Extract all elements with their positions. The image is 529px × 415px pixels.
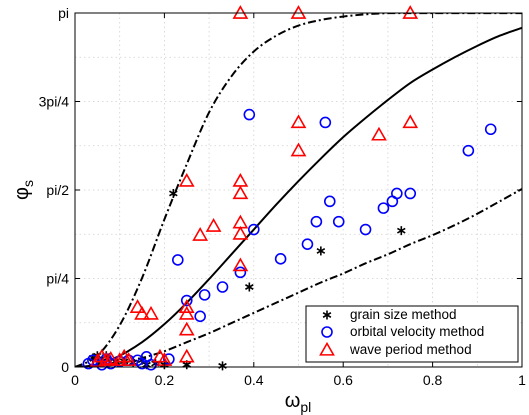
point-orbital-velocity-method [243,108,256,121]
point-orbital-velocity-method [248,223,260,236]
axis-ticks: 0 0.2 0.4 0.6 0.8 1 0 pi/4 pi/2 3pi/4 pi [39,5,526,388]
legend-markers [319,310,335,356]
point-wave-period-method [98,352,115,366]
point-wave-period-method [178,321,195,336]
legend: grain size method orbital velocity metho… [305,305,519,363]
x-tick-label: 0.4 [244,372,264,388]
point-orbital-velocity-method [377,202,390,214]
x-tick-label: 0.6 [333,372,353,388]
point-orbital-velocity-method [323,195,336,208]
point-wave-period-method [232,214,249,229]
x-tick-label: 0.8 [423,372,443,388]
point-wave-period-method [129,299,146,313]
point-orbital-velocity-method [234,266,247,279]
point-orbital-velocity-method [145,358,157,371]
point-grain-size-method [245,282,254,292]
y-tick-label: pi [58,5,69,21]
point-orbital-velocity-method [359,223,372,236]
reference-curves [75,13,522,367]
point-wave-period-method [402,5,419,19]
legend-label-grain-size: grain size method [350,307,457,322]
solid-curve [75,26,522,367]
point-orbital-velocity-method [274,253,287,265]
upper-dashdot-curve [75,13,522,367]
point-orbital-velocity-method [319,116,332,129]
x-tick-label: 0 [71,372,79,388]
x-tick-label: 1 [518,372,526,388]
point-orbital-velocity-method [462,144,475,157]
point-wave-period-method [120,352,137,366]
point-orbital-velocity-method [163,353,175,365]
point-wave-period-method [232,172,249,187]
point-wave-period-method [290,142,307,157]
point-grain-size-method-stroke [182,361,192,368]
lower-dashdot-curve [75,188,522,367]
point-wave-period-method [290,114,307,129]
y-tick-label: pi/2 [46,182,69,198]
point-orbital-velocity-method [216,281,229,293]
point-grain-size-method-stroke [245,284,254,290]
legend-marker-orbital-velocity-method [321,326,333,338]
point-orbital-velocity-method [301,238,314,250]
point-orbital-velocity-method [87,354,99,367]
point-orbital-velocity-method [194,310,206,323]
point-wave-period-method [134,305,150,320]
point-wave-period-method [205,218,222,232]
legend-box [305,305,519,363]
point-wave-period-method [232,5,249,19]
point-orbital-velocity-method [172,254,184,266]
point-grain-size-method [316,246,326,256]
point-wave-period-method [178,348,195,363]
grid [75,13,522,367]
point-wave-period-method [232,225,249,240]
point-wave-period-method [232,185,249,200]
x-axis-label: ωpl [285,390,312,415]
point-wave-period-method [371,126,387,141]
point-grain-size-method-stroke [397,227,406,234]
y-tick-label: 0 [61,359,69,375]
point-orbital-velocity-method [198,289,211,301]
point-wave-period-method [89,353,106,368]
point-grain-size-method-stroke [316,247,326,254]
point-orbital-velocity-method [332,215,345,228]
point-orbital-velocity-method [310,215,323,228]
legend-marker-grain-size-method [322,310,332,320]
legend-marker-grain-size-method-stroke [322,312,332,318]
point-orbital-velocity-method [404,187,417,200]
point-wave-period-method [102,350,119,365]
legend-label-wave-period: wave period method [349,342,472,357]
legend-marker-wave-period-method [319,341,335,356]
y-tick-label: 3pi/4 [39,93,70,109]
point-wave-period-method [290,5,307,19]
point-grain-size-method-stroke [169,190,178,197]
y-axis-label: φs [11,180,36,200]
point-wave-period-method [178,299,195,313]
point-wave-period-method [178,305,195,320]
point-orbital-velocity-method [180,294,193,307]
legend-label-orbital-velocity: orbital velocity method [350,324,484,339]
point-orbital-velocity-method [484,123,497,136]
y-tick-label: pi/4 [46,270,69,286]
point-orbital-velocity-method [391,187,403,200]
point-wave-period-method [111,352,128,366]
point-grain-size-method [397,226,406,236]
x-tick-label: 0.2 [155,372,175,388]
point-wave-period-method [232,257,249,272]
point-wave-period-method [402,114,419,129]
data-markers [82,5,497,371]
point-wave-period-method [192,227,209,241]
point-grain-size-method [169,188,178,198]
point-wave-period-method [143,305,159,320]
point-wave-period-method [178,172,195,187]
